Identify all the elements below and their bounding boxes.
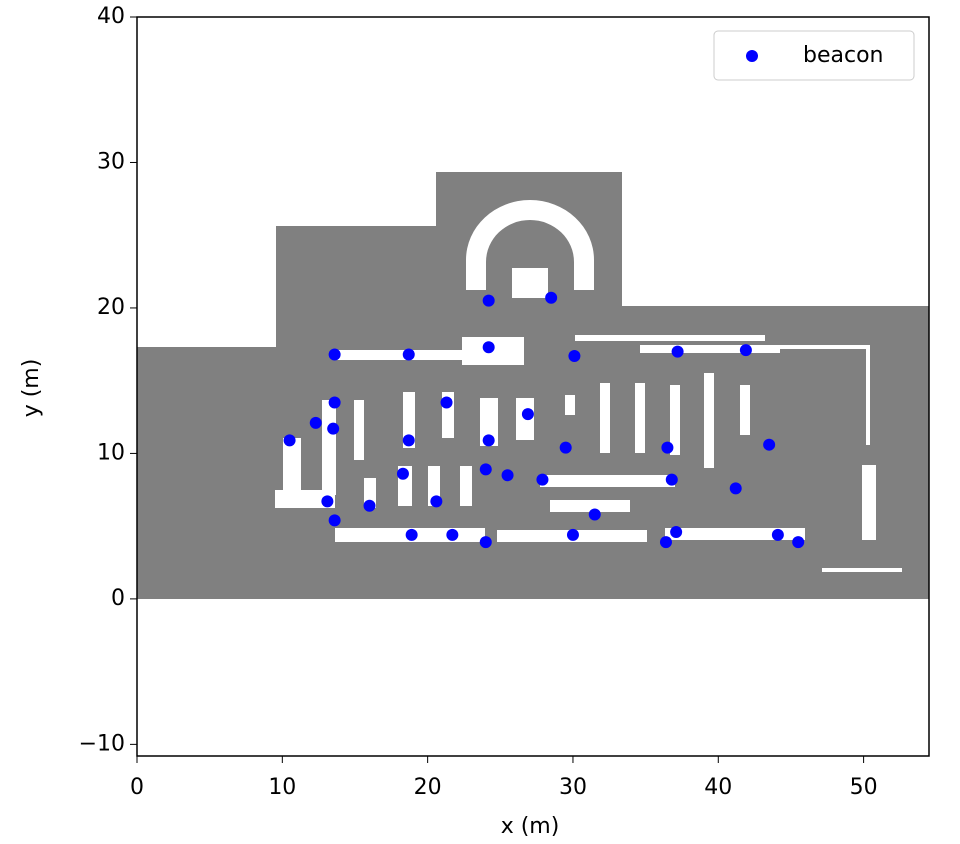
beacon-point xyxy=(588,508,601,521)
x-axis-label: x (m) xyxy=(501,814,560,839)
legend xyxy=(713,30,915,81)
plot-frame xyxy=(136,16,930,757)
y-axis-label: y (m) xyxy=(19,359,44,418)
beacon-point xyxy=(771,528,784,541)
beacon-point xyxy=(396,467,409,480)
beacon-point xyxy=(402,348,415,361)
beacon-point xyxy=(763,438,776,451)
beacon-point xyxy=(309,416,322,429)
beacon-point xyxy=(482,434,495,447)
legend-marker xyxy=(746,50,758,62)
beacon-point xyxy=(792,536,805,549)
legend-label: beacon xyxy=(803,43,883,68)
beacon-point xyxy=(283,434,296,447)
beacon-point xyxy=(328,514,341,527)
y-tick-label: 20 xyxy=(97,295,125,320)
beacon-point xyxy=(568,349,581,362)
y-tick-label: 10 xyxy=(97,440,125,465)
beacon-point xyxy=(559,441,572,454)
beacon-point xyxy=(661,441,674,454)
y-tick-label: 30 xyxy=(97,149,125,174)
beacon-point xyxy=(327,422,340,435)
beacon-point xyxy=(363,499,376,512)
beacon-point xyxy=(446,528,459,541)
beacon-point xyxy=(659,536,672,549)
legend-box xyxy=(713,30,915,81)
beacon-point xyxy=(545,291,558,304)
x-tick-label: 50 xyxy=(850,775,878,800)
y-tick-label: 0 xyxy=(111,586,125,611)
beacon-point xyxy=(402,434,415,447)
x-tick-label: 0 xyxy=(130,775,144,800)
y-tick-label: 40 xyxy=(97,4,125,29)
beacon-point xyxy=(665,473,678,486)
beacon-point xyxy=(479,536,492,549)
beacon-point xyxy=(739,344,752,357)
beacon-point xyxy=(440,396,453,409)
beacon-point xyxy=(479,463,492,476)
beacon-point xyxy=(566,528,579,541)
x-tick-label: 10 xyxy=(268,775,296,800)
x-tick-label: 40 xyxy=(704,775,732,800)
beacon-point xyxy=(671,345,684,358)
beacon-point xyxy=(482,294,495,307)
beacon-point xyxy=(670,525,683,538)
beacon-point xyxy=(536,473,549,486)
beacon-point xyxy=(729,482,742,495)
beacon-point xyxy=(482,341,495,354)
x-tick-label: 30 xyxy=(559,775,587,800)
beacon-point xyxy=(405,528,418,541)
beacon-point xyxy=(321,495,334,508)
y-tick-label: −10 xyxy=(79,731,125,756)
floor-map xyxy=(137,172,929,599)
beacon-point xyxy=(501,469,514,482)
beacon-point xyxy=(328,396,341,409)
beacon-point xyxy=(430,495,443,508)
beacon-point xyxy=(521,408,534,421)
x-tick-label: 20 xyxy=(414,775,442,800)
beacon-point xyxy=(328,348,341,361)
